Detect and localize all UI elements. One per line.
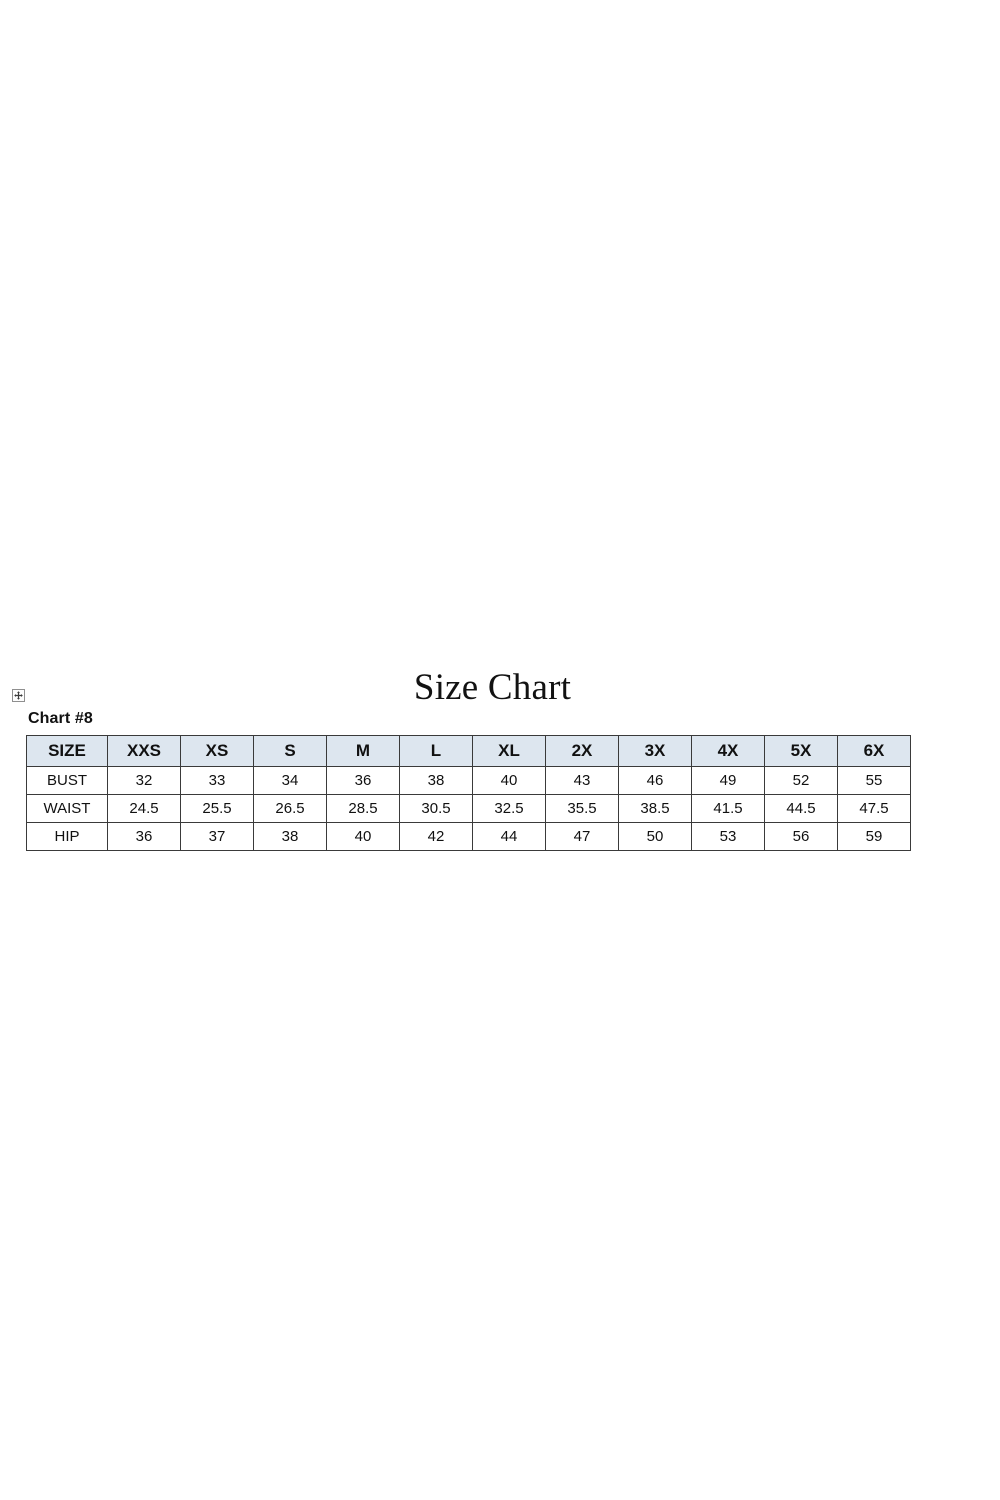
cell-bust-l: 38 xyxy=(399,766,473,795)
cell-bust-m: 36 xyxy=(326,766,400,795)
cell-hip-3x: 50 xyxy=(618,822,692,851)
chart-number-label: Chart #8 xyxy=(28,710,93,727)
cell-hip-xxs: 36 xyxy=(107,822,181,851)
cell-bust-s: 34 xyxy=(253,766,327,795)
size-chart-table-container: SIZE XXS XS S M L XL 2X 3X 4X 5X 6X BUST xyxy=(26,735,911,851)
column-header-xl: XL xyxy=(472,735,546,767)
table-row: WAIST 24.5 25.5 26.5 28.5 30.5 32.5 35.5… xyxy=(26,794,911,823)
row-label-bust: BUST xyxy=(26,766,108,795)
cell-waist-2x: 35.5 xyxy=(545,794,619,823)
cell-waist-l: 30.5 xyxy=(399,794,473,823)
cell-hip-xs: 37 xyxy=(180,822,254,851)
cell-hip-xl: 44 xyxy=(472,822,546,851)
table-row: HIP 36 37 38 40 42 44 47 50 53 56 59 xyxy=(26,822,911,851)
cell-hip-2x: 47 xyxy=(545,822,619,851)
column-header-s: S xyxy=(253,735,327,767)
table-header-row: SIZE XXS XS S M L XL 2X 3X 4X 5X 6X xyxy=(26,735,911,767)
cell-waist-6x: 47.5 xyxy=(837,794,911,823)
cell-waist-xl: 32.5 xyxy=(472,794,546,823)
column-header-l: L xyxy=(399,735,473,767)
cell-hip-5x: 56 xyxy=(764,822,838,851)
cell-bust-xxs: 32 xyxy=(107,766,181,795)
cell-hip-s: 38 xyxy=(253,822,327,851)
cell-bust-4x: 49 xyxy=(691,766,765,795)
cell-hip-l: 42 xyxy=(399,822,473,851)
cell-bust-xl: 40 xyxy=(472,766,546,795)
cell-waist-4x: 41.5 xyxy=(691,794,765,823)
cell-waist-s: 26.5 xyxy=(253,794,327,823)
column-header-2x: 2X xyxy=(545,735,619,767)
cell-hip-m: 40 xyxy=(326,822,400,851)
cell-waist-5x: 44.5 xyxy=(764,794,838,823)
cell-hip-6x: 59 xyxy=(837,822,911,851)
cell-waist-3x: 38.5 xyxy=(618,794,692,823)
column-header-xs: XS xyxy=(180,735,254,767)
column-header-xxs: XXS xyxy=(107,735,181,767)
size-chart-table: SIZE XXS XS S M L XL 2X 3X 4X 5X 6X BUST xyxy=(26,735,911,851)
table-move-handle-icon[interactable] xyxy=(12,689,25,702)
cell-bust-xs: 33 xyxy=(180,766,254,795)
table-body: BUST 32 33 34 36 38 40 43 46 49 52 55 WA… xyxy=(26,766,911,851)
column-header-5x: 5X xyxy=(764,735,838,767)
column-header-size: SIZE xyxy=(26,735,108,767)
row-label-hip: HIP xyxy=(26,822,108,851)
cell-waist-xs: 25.5 xyxy=(180,794,254,823)
table-header: SIZE XXS XS S M L XL 2X 3X 4X 5X 6X xyxy=(26,735,911,767)
table-row: BUST 32 33 34 36 38 40 43 46 49 52 55 xyxy=(26,766,911,795)
cell-bust-2x: 43 xyxy=(545,766,619,795)
cell-bust-3x: 46 xyxy=(618,766,692,795)
row-label-waist: WAIST xyxy=(26,794,108,823)
cell-hip-4x: 53 xyxy=(691,822,765,851)
column-header-6x: 6X xyxy=(837,735,911,767)
cell-bust-6x: 55 xyxy=(837,766,911,795)
cell-waist-xxs: 24.5 xyxy=(107,794,181,823)
column-header-m: M xyxy=(326,735,400,767)
column-header-4x: 4X xyxy=(691,735,765,767)
column-header-3x: 3X xyxy=(618,735,692,767)
page-title: Size Chart xyxy=(413,667,572,708)
cell-waist-m: 28.5 xyxy=(326,794,400,823)
cell-bust-5x: 52 xyxy=(764,766,838,795)
